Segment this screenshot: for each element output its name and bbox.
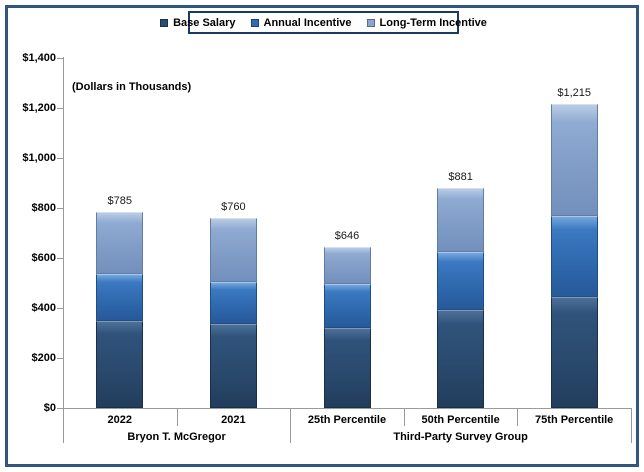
y-axis-tickmark bbox=[57, 258, 63, 259]
y-axis-tickmark bbox=[57, 108, 63, 109]
y-axis-tick-label: $1,000 bbox=[22, 152, 56, 164]
legend-label: Long-Term Incentive bbox=[379, 16, 487, 29]
legend-item: Long-Term Incentive bbox=[366, 16, 487, 29]
y-axis-tickmark bbox=[57, 208, 63, 209]
y-axis-tickmark bbox=[57, 408, 63, 409]
legend-item: Base Salary bbox=[160, 16, 236, 29]
legend-label: Base Salary bbox=[173, 16, 236, 29]
bar-total-label: $646 bbox=[334, 229, 360, 242]
y-axis-tick-label: $400 bbox=[31, 302, 56, 314]
y-axis-tick-label: $800 bbox=[31, 202, 56, 214]
x-axis-category-label: 50th Percentile bbox=[421, 414, 500, 426]
x-axis-group-label: Bryon T. McGregor bbox=[127, 431, 226, 443]
legend-label: Annual Incentive bbox=[263, 16, 352, 29]
axis-category-separator bbox=[403, 408, 405, 426]
bar-segment-long-term-incentive bbox=[437, 187, 485, 252]
bar-segment-long-term-incentive bbox=[323, 246, 371, 285]
y-axis-tickmark bbox=[57, 58, 63, 59]
x-axis-category-label: 2022 bbox=[107, 414, 133, 426]
y-axis-tickmark bbox=[57, 158, 63, 159]
bar-segment-annual-incentive bbox=[323, 284, 371, 328]
bar-segment-annual-incentive bbox=[209, 281, 257, 325]
units-note: (Dollars in Thousands) bbox=[72, 81, 192, 93]
y-axis-tick-label: $600 bbox=[31, 252, 56, 264]
y-axis-tickmark bbox=[57, 308, 63, 309]
bar-segment-annual-incentive bbox=[437, 251, 485, 310]
x-axis-category-label: 2021 bbox=[221, 414, 246, 426]
axis-group-separator bbox=[63, 408, 64, 443]
x-axis-category-label: 75th Percentile bbox=[535, 414, 614, 426]
axis-category-separator bbox=[517, 408, 519, 426]
bar-total-label: $881 bbox=[448, 170, 473, 183]
y-axis-tickmark bbox=[57, 358, 63, 359]
y-axis-tick-label: $200 bbox=[31, 352, 56, 364]
bar-segment-annual-incentive bbox=[550, 215, 598, 297]
y-axis-tick-label: $0 bbox=[43, 402, 56, 414]
y-axis-tick-label: $1,400 bbox=[22, 52, 56, 64]
bar-segment-long-term-incentive bbox=[550, 104, 598, 216]
axis-group-separator bbox=[631, 408, 632, 443]
y-axis-line bbox=[63, 57, 64, 408]
bar-segment-base-salary bbox=[96, 320, 144, 408]
legend-item: Annual Incentive bbox=[250, 16, 352, 29]
x-axis-category-label: 25th Percentile bbox=[307, 414, 387, 426]
bar-segment-base-salary bbox=[437, 310, 485, 408]
x-axis-line bbox=[63, 408, 631, 409]
axis-category-separator bbox=[176, 408, 178, 426]
legend-swatch-icon bbox=[160, 18, 169, 27]
chart-legend: Base Salary Annual Incentive Long-Term Inc… bbox=[160, 11, 487, 34]
bar-segment-annual-incentive bbox=[96, 274, 144, 321]
bar-segment-base-salary bbox=[209, 324, 257, 408]
y-axis-tick-label: $1,200 bbox=[22, 102, 56, 114]
bar-total-label: $785 bbox=[107, 194, 133, 207]
bar-total-label: $1,215 bbox=[557, 87, 592, 100]
x-axis-group-label: Third-Party Survey Group bbox=[393, 431, 528, 443]
bar-segment-base-salary bbox=[550, 296, 598, 408]
bar-segment-base-salary bbox=[323, 327, 371, 408]
legend-swatch-icon bbox=[366, 18, 375, 27]
bar-segment-long-term-incentive bbox=[209, 218, 257, 282]
legend-swatch-icon bbox=[250, 18, 259, 27]
bar-segment-long-term-incentive bbox=[96, 211, 144, 275]
bar-total-label: $760 bbox=[221, 201, 246, 213]
axis-group-separator bbox=[290, 408, 292, 443]
